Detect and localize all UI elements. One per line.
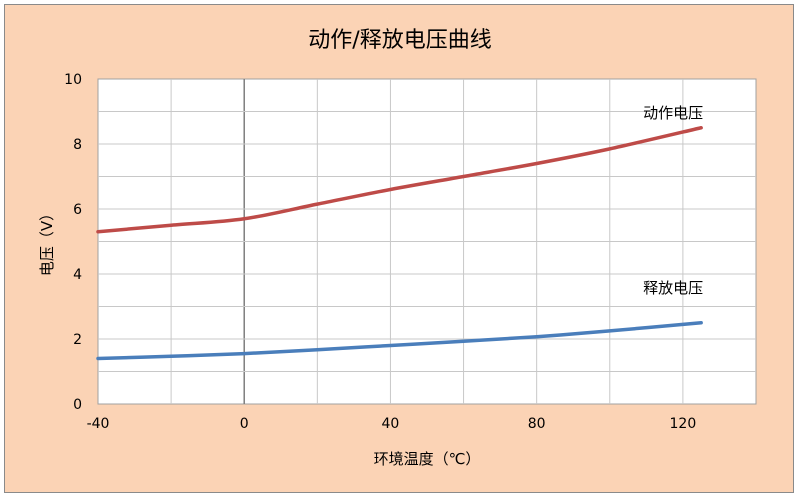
series-lines (96, 126, 703, 361)
x-axis-ticks: -40 0 40 80 120 (87, 416, 697, 432)
y-tick-label: 8 (73, 137, 82, 153)
x-tick-label: 40 (382, 416, 400, 432)
series-label-pickup-voltage: 动作电压 (643, 104, 703, 122)
series-line-release-voltage (96, 321, 703, 361)
chart-title: 动作/释放电压曲线 (308, 28, 491, 53)
y-tick-label: 2 (73, 332, 82, 348)
series-label-release-voltage: 释放电压 (643, 279, 703, 297)
x-tick-label: -40 (87, 416, 110, 432)
chart-area: 动作/释放电压曲线 -40 0 40 80 120 0 2 4 6 8 10 动作电压 释放电压 环… (4, 4, 794, 493)
y-tick-label: 6 (73, 202, 82, 218)
y-axis-ticks: 0 2 4 6 8 10 (64, 72, 82, 413)
x-tick-label: 120 (670, 416, 697, 432)
x-axis-title: 环境温度（℃） (374, 450, 481, 468)
y-axis-title: 电压（V） (38, 206, 56, 276)
y-tick-label: 4 (73, 267, 82, 283)
x-tick-label: 0 (240, 416, 249, 432)
y-tick-label: 10 (64, 72, 82, 88)
y-tick-label: 0 (73, 397, 82, 413)
x-tick-label: 80 (528, 416, 546, 432)
grid-lines (98, 79, 756, 404)
series-line-pickup-voltage (96, 126, 703, 234)
